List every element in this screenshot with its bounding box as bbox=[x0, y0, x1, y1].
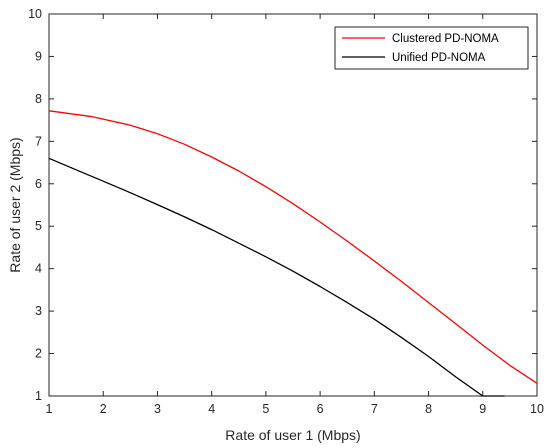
x-tick-label: 1 bbox=[46, 402, 53, 416]
x-tick-label: 8 bbox=[425, 402, 432, 416]
x-tick-label: 2 bbox=[100, 402, 107, 416]
x-tick-label: 4 bbox=[208, 402, 215, 416]
x-tick-label: 6 bbox=[317, 402, 324, 416]
legend-label-clustered: Clustered PD-NOMA bbox=[392, 33, 499, 45]
series-group bbox=[48, 110, 538, 397]
legend: Clustered PD-NOMA Unified PD-NOMA bbox=[334, 26, 529, 70]
legend-label-unified: Unified PD-NOMA bbox=[392, 52, 486, 64]
x-axis-label: Rate of user 1 (Mbps) bbox=[225, 427, 360, 443]
x-tick-label: 9 bbox=[479, 402, 486, 416]
y-tick-label: 9 bbox=[35, 49, 42, 63]
plot-area bbox=[48, 13, 538, 397]
series-line-clustered bbox=[48, 110, 538, 384]
y-tick-label: 3 bbox=[35, 304, 42, 318]
y-axis-label: Rate of user 2 (Mbps) bbox=[7, 137, 23, 272]
axis-ticks: 1 2 3 4 5 6 7 8 9 10 1 2 3 4 5 6 7 8 9 10 bbox=[28, 7, 544, 416]
x-tick-label: 5 bbox=[262, 402, 269, 416]
legend-box bbox=[334, 26, 529, 70]
y-tick-label: 6 bbox=[35, 177, 42, 191]
x-tick-label: 10 bbox=[530, 402, 544, 416]
x-tick-label: 3 bbox=[154, 402, 161, 416]
y-tick-label: 8 bbox=[35, 92, 42, 106]
x-tick-label: 7 bbox=[371, 402, 378, 416]
y-tick-label: 2 bbox=[35, 347, 42, 361]
series-line-unified bbox=[48, 157, 505, 397]
y-tick-label: 10 bbox=[28, 7, 42, 21]
y-tick-label: 5 bbox=[35, 219, 42, 233]
y-tick-label: 4 bbox=[35, 262, 42, 276]
y-tick-label: 7 bbox=[35, 134, 42, 148]
y-tick-label: 1 bbox=[35, 389, 42, 403]
